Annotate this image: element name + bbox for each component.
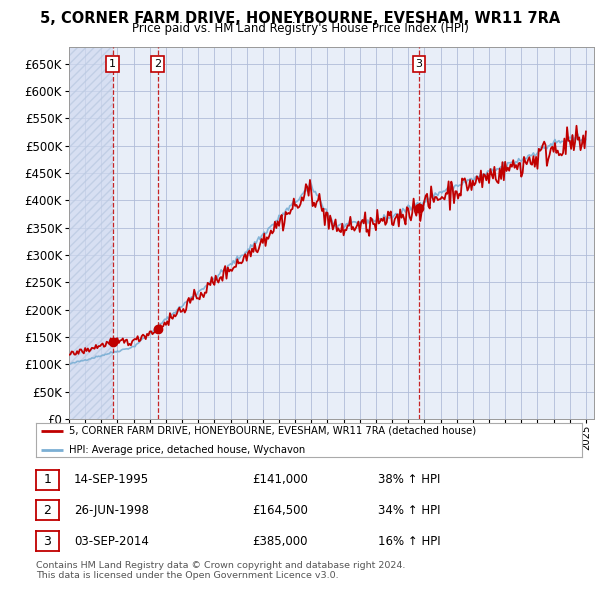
Text: 5, CORNER FARM DRIVE, HONEYBOURNE, EVESHAM, WR11 7RA: 5, CORNER FARM DRIVE, HONEYBOURNE, EVESH… — [40, 11, 560, 25]
Text: 1: 1 — [109, 59, 116, 69]
Text: Contains HM Land Registry data © Crown copyright and database right 2024.
This d: Contains HM Land Registry data © Crown c… — [36, 561, 406, 581]
Text: Price paid vs. HM Land Registry's House Price Index (HPI): Price paid vs. HM Land Registry's House … — [131, 22, 469, 35]
Text: 3: 3 — [43, 535, 52, 548]
Text: £385,000: £385,000 — [252, 535, 308, 548]
Text: £164,500: £164,500 — [252, 504, 308, 517]
Text: HPI: Average price, detached house, Wychavon: HPI: Average price, detached house, Wych… — [69, 445, 305, 455]
Text: 26-JUN-1998: 26-JUN-1998 — [74, 504, 149, 517]
Text: 5, CORNER FARM DRIVE, HONEYBOURNE, EVESHAM, WR11 7RA (detached house): 5, CORNER FARM DRIVE, HONEYBOURNE, EVESH… — [69, 425, 476, 435]
Text: 3: 3 — [416, 59, 422, 69]
Text: 2: 2 — [154, 59, 161, 69]
Bar — [69, 47, 113, 419]
Text: 14-SEP-1995: 14-SEP-1995 — [74, 473, 149, 486]
Text: 16% ↑ HPI: 16% ↑ HPI — [378, 535, 440, 548]
Text: 03-SEP-2014: 03-SEP-2014 — [74, 535, 149, 548]
Text: 34% ↑ HPI: 34% ↑ HPI — [378, 504, 440, 517]
Text: 1: 1 — [43, 473, 52, 486]
Text: 2: 2 — [43, 504, 52, 517]
Text: 38% ↑ HPI: 38% ↑ HPI — [378, 473, 440, 486]
Text: £141,000: £141,000 — [252, 473, 308, 486]
